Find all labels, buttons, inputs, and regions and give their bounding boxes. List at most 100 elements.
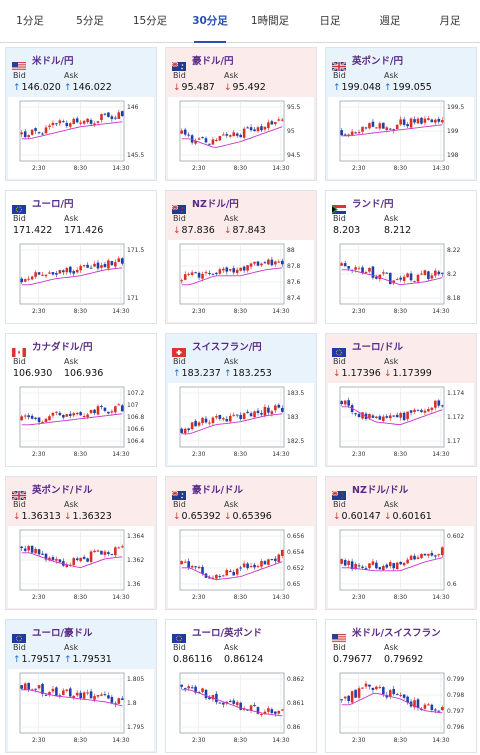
candle: [201, 137, 204, 139]
candlestick-chart[interactable]: 1.364 1.362 1.36 2:30 8:30 14:30: [8, 526, 154, 608]
candle: [194, 272, 197, 274]
rate-card[interactable]: NZドル/円 Bid Ask ↓87.836 ↓87.843 88 87.8 87.…: [165, 190, 317, 324]
currency-pair-name[interactable]: ユーロ/豪ドル: [32, 628, 93, 639]
rate-card[interactable]: 英ポンド/ドル Bid Ask ↓1.36313 ↓1.36323 1.364 1…: [5, 476, 157, 610]
currency-pair-name[interactable]: NZドル/円: [192, 199, 239, 210]
candle: [62, 414, 65, 418]
currency-pair-name[interactable]: カナダドル/円: [32, 342, 93, 353]
candle: [357, 413, 361, 418]
candlestick-chart[interactable]: 88 87.8 87.6 87.4 2:30 8:30 14:30: [168, 240, 314, 322]
rate-card[interactable]: ユーロ/豪ドル Bid Ask ↑1.79517 ↑1.79531 1.805 1…: [5, 619, 157, 753]
candle: [395, 562, 399, 570]
tab-6[interactable]: 週足: [379, 15, 401, 27]
candle: [120, 405, 124, 412]
candle: [430, 407, 434, 410]
currency-pair-name[interactable]: 米ドル/スイスフラン: [352, 628, 441, 639]
rate-card[interactable]: カナダドル/円 Bid Ask 106.930 106.936 107.2 107…: [5, 333, 157, 467]
tab-3[interactable]: 30分足: [180, 0, 240, 43]
candlestick-chart[interactable]: 0.602 0.6 2:30 8:30 14:30: [328, 526, 474, 608]
candlestick-chart[interactable]: 146 145.5 2:30 8:30 14:30: [8, 97, 154, 179]
tab-1[interactable]: 5分足: [76, 15, 104, 27]
card-header: 英ポンド/円: [331, 54, 403, 72]
candlestick-chart[interactable]: 0.862 0.861 0.86 2:30 8:30 14:30: [168, 669, 314, 751]
rate-card[interactable]: 豪ドル/ドル Bid Ask ↓0.65392 ↓0.65396 0.656 0.…: [165, 476, 317, 610]
candle: [440, 547, 444, 556]
currency-pair-name[interactable]: スイスフラン/円: [192, 342, 262, 353]
candlestick-chart[interactable]: 0.799 0.798 0.797 0.796 2:30 8:30 14:30: [328, 669, 474, 751]
y-tick-label: 87.6: [287, 279, 301, 286]
candlestick-chart[interactable]: 95.5 95 94.5 2:30 8:30 14:30: [168, 97, 314, 179]
candle: [190, 272, 194, 275]
candlestick-chart[interactable]: 107.2 107 106.8 106.6 106.4 2:30 8:30 14:30: [8, 383, 154, 465]
y-tick-label: 1.17: [447, 438, 461, 445]
candle: [37, 132, 41, 134]
tab-5[interactable]: 日足: [319, 15, 341, 27]
tab-7[interactable]: 月足: [439, 15, 461, 27]
candle: [107, 260, 110, 269]
rate-card[interactable]: ユーロ/円 Bid Ask 171.422 171.426 171.5 171 2:…: [5, 190, 157, 324]
rate-card[interactable]: NZドル/ドル Bid Ask ↓0.60147 ↓0.60161 0.602 0…: [325, 476, 477, 610]
candle: [30, 689, 34, 691]
currency-pair-name[interactable]: ユーロ/円: [32, 199, 74, 210]
x-tick-label: 14:30: [432, 165, 449, 172]
bid-value: 8.203: [333, 225, 361, 236]
currency-pair-name[interactable]: 英ポンド/円: [352, 56, 403, 67]
candle: [107, 411, 110, 414]
candle: [437, 400, 441, 406]
rate-card[interactable]: 米ドル/円 Bid Ask ↑146.020 ↑146.022 146 145.5…: [5, 47, 157, 181]
x-tick-label: 8:30: [234, 451, 248, 458]
candle: [395, 279, 399, 281]
candle: [385, 694, 389, 698]
ask-label: Ask: [384, 500, 399, 509]
candle: [434, 400, 437, 408]
rate-card[interactable]: ランド/円 Bid Ask 8.203 8.212 8.22 8.2 8.18 2:3…: [325, 190, 477, 324]
bid-value: 146.020: [21, 82, 61, 93]
rate-card[interactable]: ユーロ/英ポンド Bid Ask 0.86116 0.86124 0.862 0.…: [165, 619, 317, 753]
candle: [117, 258, 121, 262]
down-arrow-icon: ↓: [224, 83, 232, 93]
down-arrow-icon: ↓: [384, 369, 392, 379]
currency-pair-name[interactable]: NZドル/ドル: [352, 485, 409, 496]
candlestick-chart[interactable]: 0.656 0.654 0.652 0.65 2:30 8:30 14:30: [168, 526, 314, 608]
candle: [183, 428, 187, 434]
rate-card[interactable]: 英ポンド/円 Bid Ask ↑199.048 ↑199.055 199.5 19…: [325, 47, 477, 181]
candle: [399, 277, 402, 280]
country-flag-icon: [172, 628, 186, 643]
candle: [253, 261, 256, 264]
candle: [354, 132, 357, 134]
moving-average-line: [21, 267, 123, 286]
currency-pair-name[interactable]: ユーロ/ドル: [352, 342, 403, 353]
tab-4[interactable]: 1時間足: [250, 15, 290, 27]
candlestick-chart[interactable]: 1.174 1.172 1.17 2:30 8:30 14:30: [328, 383, 474, 465]
candlestick-chart[interactable]: 8.22 8.2 8.18 2:30 8:30 14:30: [328, 240, 474, 322]
candle: [423, 410, 427, 413]
candlestick-chart[interactable]: 183.5 183 182.5 2:30 8:30 14:30: [168, 383, 314, 465]
currency-pair-name[interactable]: 英ポンド/ドル: [32, 485, 93, 496]
currency-pair-name[interactable]: ランド/円: [352, 199, 394, 210]
currency-pair-name[interactable]: ユーロ/英ポンド: [192, 628, 262, 639]
x-tick-label: 8:30: [74, 308, 88, 315]
candlestick-chart[interactable]: 1.805 1.8 1.795 2:30 8:30 14:30: [8, 669, 154, 751]
currency-pair-name[interactable]: 豪ドル/ドル: [192, 485, 243, 496]
candlestick-chart[interactable]: 171.5 171 2:30 8:30 14:30: [8, 240, 154, 322]
currency-pair-name[interactable]: 米ドル/円: [32, 56, 74, 67]
currency-pair-name[interactable]: 豪ドル/円: [192, 56, 234, 67]
tab-2[interactable]: 15分足: [132, 15, 168, 27]
candle: [242, 128, 246, 138]
candle: [242, 413, 246, 420]
ask-price: ↑146.022: [64, 82, 112, 93]
rate-card[interactable]: ユーロ/ドル Bid Ask ↓1.17396 ↓1.17399 1.174 1.…: [325, 333, 477, 467]
rate-card[interactable]: スイスフラン/円 Bid Ask ↑183.237 ↑183.253 183.5…: [165, 333, 317, 467]
candle: [44, 694, 48, 696]
ask-label: Ask: [224, 500, 239, 509]
x-tick-label: 14:30: [272, 165, 289, 172]
candle: [208, 697, 211, 700]
tab-0[interactable]: 1分足: [16, 15, 44, 27]
candle: [100, 265, 103, 268]
y-tick-label: 0.86: [287, 724, 301, 731]
bid-label: Bid: [173, 500, 186, 509]
candlestick-chart[interactable]: 199.5 199 198 2:30 8:30 14:30: [328, 97, 474, 179]
rate-card[interactable]: 豪ドル/円 Bid Ask ↓95.487 ↓95.492 95.5 95 94.5…: [165, 47, 317, 181]
up-arrow-icon: ↑: [384, 83, 392, 93]
rate-card[interactable]: 米ドル/スイスフラン Bid Ask 0.79677 0.79692 0.799…: [325, 619, 477, 753]
